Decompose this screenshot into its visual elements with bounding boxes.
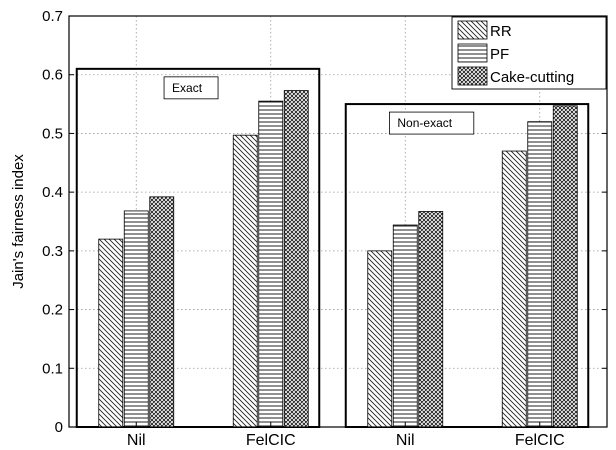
bar-pf bbox=[258, 100, 284, 428]
bar-pf bbox=[123, 210, 149, 428]
legend-swatch bbox=[457, 66, 488, 86]
y-tick-label: 0.7 bbox=[42, 8, 63, 25]
bar-rr bbox=[501, 150, 527, 428]
bar-rr bbox=[232, 134, 258, 428]
x-tick-label: Nil bbox=[127, 432, 146, 449]
y-tick-label: 0.2 bbox=[42, 302, 63, 319]
x-tick-label: Nil bbox=[396, 432, 415, 449]
bar-cake-cutting bbox=[552, 105, 578, 428]
bar-cake-cutting bbox=[418, 211, 444, 428]
bar-cake-cutting bbox=[149, 196, 175, 428]
legend-swatch bbox=[457, 43, 488, 63]
bar-cake-cutting bbox=[283, 90, 309, 428]
legend-entry: Cake-cutting bbox=[490, 69, 574, 86]
legend-entry: PF bbox=[490, 46, 509, 63]
y-tick-label: 0.1 bbox=[42, 360, 63, 377]
y-axis-label: Jain's fairness index bbox=[10, 154, 27, 289]
annotation-label: Exact bbox=[172, 81, 203, 95]
y-tick-label: 0 bbox=[55, 419, 63, 436]
annotation-box bbox=[388, 111, 475, 135]
x-tick-label: FelCIC bbox=[515, 432, 565, 449]
group-annotation: Non-exact bbox=[388, 111, 475, 135]
x-axis-ticks: Nil FelCIC Nil FelCIC bbox=[127, 422, 565, 449]
y-axis-ticks: 0 0.1 0.2 0.3 0.4 0.5 0.6 0.7 bbox=[42, 8, 607, 436]
y-tick-label: 0.6 bbox=[42, 67, 63, 84]
legend: RR PF Cake-cutting bbox=[451, 16, 607, 90]
legend-swatch bbox=[457, 20, 488, 40]
annotation-box bbox=[163, 76, 219, 100]
y-tick-label: 0.3 bbox=[42, 243, 63, 260]
legend-entry: RR bbox=[490, 23, 512, 40]
bar-pf bbox=[392, 224, 418, 428]
bar-rr bbox=[98, 238, 124, 428]
bars bbox=[98, 90, 578, 428]
y-tick-label: 0.4 bbox=[42, 184, 63, 201]
bar-pf bbox=[527, 121, 553, 428]
y-tick-label: 0.5 bbox=[42, 125, 63, 142]
bar-rr bbox=[367, 250, 393, 428]
group-annotation: Exact bbox=[163, 76, 219, 100]
x-tick-label: FelCIC bbox=[246, 432, 296, 449]
plot-frame bbox=[68, 15, 608, 428]
annotation-label: Non-exact bbox=[397, 116, 452, 130]
